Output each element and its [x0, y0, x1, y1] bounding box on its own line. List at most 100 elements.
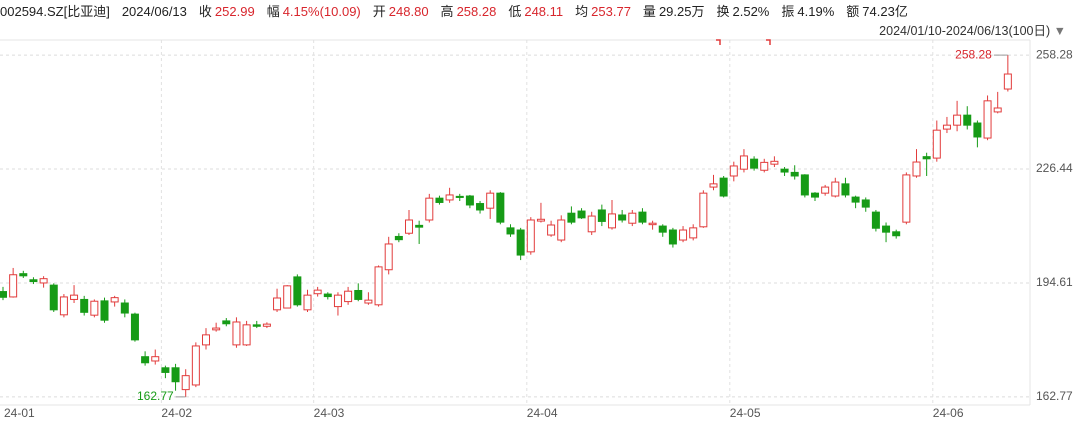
candle-body	[476, 203, 485, 211]
candle-body	[770, 160, 779, 165]
candle-body	[821, 186, 830, 194]
candle-body	[344, 290, 353, 303]
candle-body	[800, 174, 809, 196]
candle-body	[496, 192, 505, 223]
candle-body	[719, 177, 728, 197]
candle-body	[851, 196, 860, 203]
candle-body	[293, 276, 302, 306]
candle-body	[790, 171, 799, 177]
candle-body	[415, 224, 424, 228]
candle-body	[323, 293, 332, 298]
candle-body	[993, 107, 1002, 113]
field-value: 252.99	[214, 4, 255, 19]
candle-body	[628, 212, 637, 224]
candle-body	[760, 161, 769, 171]
candle-body	[699, 192, 708, 228]
x-tick-label: 24-04	[527, 406, 558, 420]
field-label: 量	[642, 4, 656, 19]
candle-body	[181, 375, 190, 391]
field-label: 额	[846, 4, 860, 19]
candle-body	[750, 158, 759, 169]
event-marker[interactable]	[716, 39, 721, 45]
candle-body	[689, 227, 698, 239]
candle-body	[120, 302, 129, 314]
candle-body	[313, 289, 322, 295]
candle-body	[577, 210, 586, 219]
candle-body	[739, 155, 748, 170]
field-value: 248.80	[388, 4, 429, 19]
candle-body	[90, 300, 99, 316]
field-value: 4.19%	[797, 4, 835, 19]
candle-body	[242, 324, 251, 346]
candle-body	[354, 289, 363, 300]
candle-body	[709, 183, 718, 188]
candle-body	[384, 243, 393, 271]
field-value: 2.52%	[732, 4, 770, 19]
field-label: 振	[781, 4, 795, 19]
candle-body	[729, 165, 738, 177]
candle-body	[597, 209, 606, 222]
candle-body	[506, 227, 515, 235]
candle-body	[932, 129, 941, 159]
candle-body	[942, 124, 951, 130]
candle-body	[141, 356, 150, 364]
field-label: 幅	[266, 4, 280, 19]
candle-body	[333, 294, 342, 308]
candle-body	[80, 298, 89, 313]
candle-body	[831, 181, 840, 197]
x-tick-label: 24-05	[730, 406, 761, 420]
quote-date: 2024/06/13	[121, 4, 187, 19]
candle-body	[59, 296, 68, 316]
field-value: 29.25万	[658, 4, 705, 19]
event-marker[interactable]	[766, 39, 771, 45]
candle-body	[882, 225, 891, 233]
candle-body	[445, 194, 454, 201]
candle-body	[151, 356, 160, 362]
candle-body	[973, 122, 982, 138]
dropdown-arrow[interactable]: ▼	[1053, 24, 1066, 38]
candle-body	[303, 294, 312, 311]
field-label: 开	[372, 4, 386, 19]
candle-body	[902, 174, 911, 223]
y-tick-label: 194.61	[1036, 275, 1073, 289]
candle-body	[679, 229, 688, 241]
min-label: 162.77	[137, 389, 174, 403]
quote-header: 002594.SZ[比亚迪] 2024/06/13 收 252.99 幅 4.15%(10…	[0, 1, 920, 20]
candle-body	[608, 213, 616, 229]
candle-body	[547, 224, 556, 236]
candle-body	[232, 321, 241, 346]
candle-body	[364, 299, 373, 304]
range-text[interactable]: 2024/01/10-2024/06/13(100日)	[879, 24, 1051, 38]
x-tick-label: 24-01	[4, 406, 35, 420]
candle-body	[486, 192, 495, 209]
candle-body	[130, 313, 139, 341]
field-value: 74.23亿	[862, 4, 908, 19]
candle-body	[39, 278, 48, 284]
candle-body	[171, 367, 180, 383]
candle-body	[892, 231, 901, 237]
field-label: 高	[440, 4, 454, 19]
y-tick-label: 226.44	[1036, 161, 1073, 175]
candle-body	[394, 235, 403, 241]
candle-body	[374, 266, 383, 306]
candle-body	[912, 161, 921, 177]
candle-body	[212, 327, 221, 331]
x-tick-label: 24-06	[933, 406, 964, 420]
candle-body	[465, 195, 474, 206]
candle-body	[252, 324, 261, 327]
candle-body	[29, 279, 38, 283]
y-tick-label: 162.77	[1036, 389, 1073, 403]
range-selector[interactable]: 2024/01/10-2024/06/13(100日) ▼	[879, 20, 1066, 39]
candle-body	[871, 211, 880, 229]
candle-body	[861, 199, 870, 208]
field-value: 4.15%(10.09)	[282, 4, 361, 19]
candle-body	[648, 222, 657, 226]
field-value: 248.11	[524, 4, 564, 19]
candle-body	[567, 212, 576, 223]
candle-body	[425, 197, 434, 221]
candle-body	[668, 229, 677, 245]
candle-body	[638, 211, 647, 223]
field-label: 换	[716, 4, 730, 19]
